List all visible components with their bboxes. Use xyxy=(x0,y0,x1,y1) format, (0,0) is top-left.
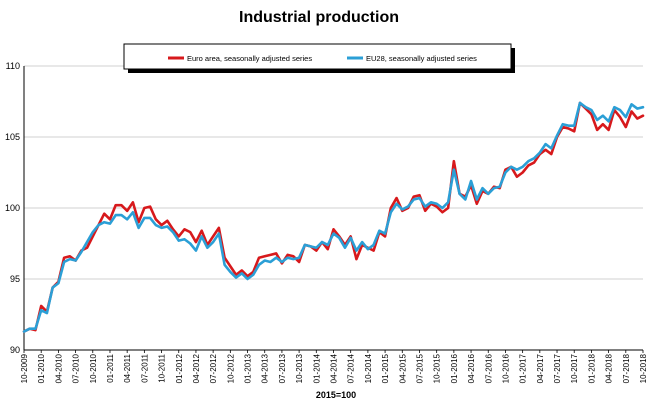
x-tick-label: 07-2013 xyxy=(278,353,287,383)
x-tick-label: 10-2009 xyxy=(20,353,29,383)
x-tick-label: 07-2010 xyxy=(72,353,81,383)
y-tick-label: 95 xyxy=(10,274,20,284)
x-tick-label: 01-2014 xyxy=(312,353,321,383)
x-tick-label: 01-2015 xyxy=(381,353,390,383)
x-tick-label: 07-2016 xyxy=(484,353,493,383)
x-tick-label: 07-2012 xyxy=(209,353,218,383)
y-tick-label: 105 xyxy=(5,132,20,142)
x-tick-label: 04-2015 xyxy=(398,353,407,383)
x-tick-label: 07-2015 xyxy=(415,353,424,383)
x-tick-label: 10-2015 xyxy=(433,353,442,383)
x-tick-label: 04-2011 xyxy=(123,353,132,382)
x-tick-label: 01-2017 xyxy=(519,353,528,383)
x-tick-label: 04-2016 xyxy=(467,353,476,383)
x-tick-label: 01-2018 xyxy=(587,353,596,383)
x-tick-label: 01-2013 xyxy=(244,353,253,383)
x-tick-label: 10-2018 xyxy=(639,353,648,383)
plot-area xyxy=(22,101,645,333)
x-tick-label: 10-2013 xyxy=(295,353,304,383)
x-tick-label: 04-2017 xyxy=(536,353,545,383)
x-tick-label: 10-2017 xyxy=(570,353,579,383)
x-tick-label: 04-2018 xyxy=(605,353,614,383)
x-axis-label: 2015=100 xyxy=(316,390,356,400)
chart-title: Industrial production xyxy=(239,9,399,26)
x-tick-label: 07-2011 xyxy=(140,353,149,382)
x-tick-label: 04-2012 xyxy=(192,353,201,383)
series-line-eu28 xyxy=(22,101,645,333)
x-tick-label: 01-2012 xyxy=(175,353,184,383)
x-tick-label: 01-2010 xyxy=(37,353,46,383)
legend-box xyxy=(123,43,512,70)
x-tick-label: 10-2011 xyxy=(158,353,167,382)
x-tick-label: 01-2016 xyxy=(450,353,459,383)
legend-label-euro-area: Euro area, seasonally adjusted series xyxy=(187,54,312,63)
x-tick-label: 07-2014 xyxy=(347,353,356,383)
x-tick-label: 10-2014 xyxy=(364,353,373,383)
y-tick-label: 110 xyxy=(6,61,20,71)
x-tick-label: 10-2012 xyxy=(226,353,235,383)
y-tick-label: 90 xyxy=(10,345,20,355)
x-tick-label: 04-2013 xyxy=(261,353,270,383)
x-tick-label: 07-2017 xyxy=(553,353,562,383)
y-tick-label: 100 xyxy=(5,203,20,213)
x-tick-label: 01-2011 xyxy=(106,353,115,382)
x-axis: 10-2009 01-2010 04-2010 07-2010 10-2010 01-20… xyxy=(20,349,648,383)
grid xyxy=(24,65,643,351)
x-tick-label: 04-2014 xyxy=(330,353,339,383)
x-tick-label: 04-2010 xyxy=(54,353,63,383)
legend: Euro area, seasonally adjusted series EU… xyxy=(123,43,515,73)
x-tick-label: 10-2010 xyxy=(89,353,98,383)
y-axis: 90 95 100 105 110 xyxy=(5,61,25,355)
legend-label-eu28: EU28, seasonally adjusted series xyxy=(366,54,477,63)
x-tick-label: 07-2018 xyxy=(622,353,631,383)
x-tick-label: 10-2016 xyxy=(501,353,510,383)
